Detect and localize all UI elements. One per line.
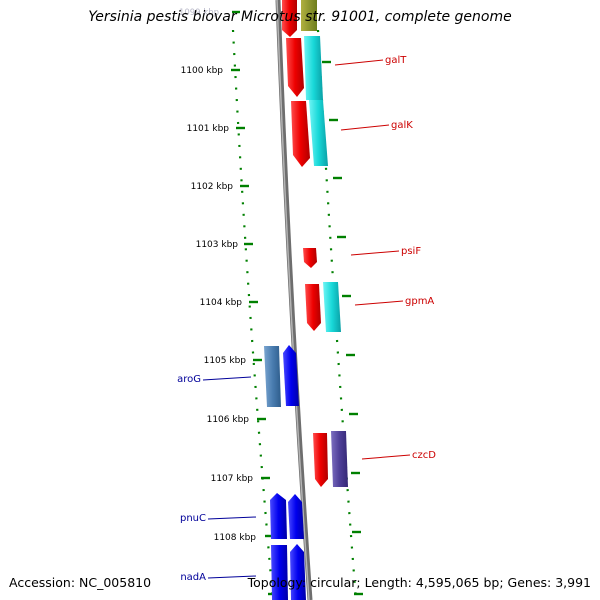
scale-label: 1102 kbp [191, 182, 234, 192]
gene-label-galT[interactable]: galT [385, 55, 407, 66]
gene-label-line [362, 455, 410, 459]
gene-arrow-galK[interactable] [291, 101, 310, 167]
gene-arrow-pnuC[interactable] [270, 493, 287, 539]
gene-arrow-gpmA-product[interactable] [323, 282, 341, 332]
gene-arrow-galT[interactable] [286, 38, 304, 97]
gene-label-line [208, 517, 256, 519]
gene-arrow-czcD-product[interactable] [331, 431, 348, 487]
scale-label: 1108 kbp [214, 533, 257, 543]
gene-label-czcD[interactable]: czcD [412, 450, 436, 461]
scale-label: 1101 kbp [187, 124, 230, 134]
map-title: Yersinia pestis biovar Microtus str. 910… [0, 9, 600, 25]
gene-label-line [335, 60, 383, 65]
gene-arrow-galT-product[interactable] [304, 36, 323, 100]
gene-label-gpmA[interactable]: gpmA [405, 296, 434, 307]
gene-label-psiF[interactable]: psiF [401, 246, 421, 257]
scale-label: 1100 kbp [181, 66, 224, 76]
gene-label-line [351, 251, 399, 255]
gene-arrow-aroG-product[interactable] [264, 346, 281, 407]
scale-label: 1107 kbp [211, 474, 254, 484]
gene-label-line [341, 125, 389, 130]
scale-label: 1104 kbp [200, 298, 243, 308]
gene-arrow-czcD[interactable] [313, 433, 328, 487]
gene-arrow-nadA-2[interactable] [290, 544, 306, 600]
gene-label-line [355, 301, 403, 305]
scale-label: 1103 kbp [196, 240, 239, 250]
gene-arrow-galK-product[interactable] [309, 100, 328, 166]
gene-label-nadA[interactable]: nadA [180, 572, 206, 583]
gene-label-pnuC[interactable]: pnuC [180, 513, 206, 524]
gene-arrow-nadA[interactable] [271, 545, 288, 600]
accession-label: Accession: NC_005810 [9, 575, 151, 590]
gene-label-line [203, 377, 251, 380]
gene-label-galK[interactable]: galK [391, 120, 413, 131]
gene-label-aroG[interactable]: aroG [177, 374, 201, 385]
scale-label: 1105 kbp [204, 356, 247, 366]
gene-arrow-gpmA[interactable] [305, 284, 321, 331]
scale-label: 1106 kbp [207, 415, 250, 425]
inner-dotted-track [233, 30, 273, 600]
gene-arrow-psiF[interactable] [303, 248, 317, 268]
genome-summary: Topology: circular; Length: 4,595,065 bp… [248, 575, 591, 590]
